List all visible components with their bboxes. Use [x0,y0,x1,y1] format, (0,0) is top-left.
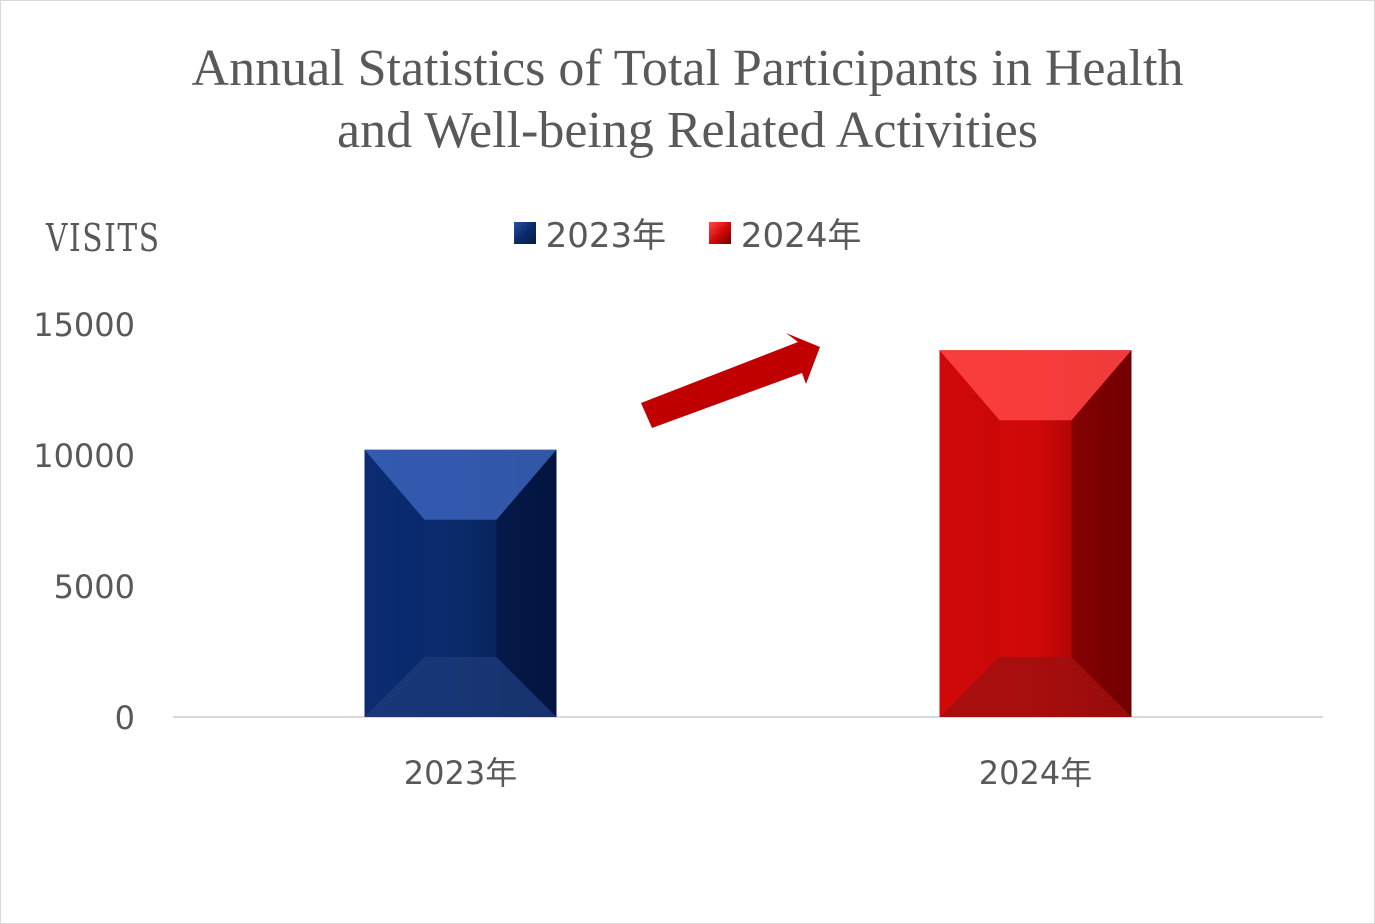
bar-bevel-top [364,449,557,520]
bar-bevel-left [364,449,425,717]
legend-swatch-2023 [513,221,536,244]
trend-arrow [641,333,820,428]
bar-bevel-right [1071,350,1132,717]
y-tick-label: 0 [115,699,135,737]
x-tick-label: 2024年 [979,754,1092,792]
chart-title-line-2: and Well-being Related Activities [336,102,1038,159]
legend-label-2024: 2024年 [740,216,862,256]
y-tick-label: 5000 [54,568,135,606]
chart-legend: 2023年 2024年 [0,208,1375,257]
legend-item-2024: 2024年 [708,208,862,257]
bar-bevel-bottom [939,657,1132,717]
legend-label-2023: 2023年 [545,216,667,256]
y-tick-label: 15000 [33,306,135,344]
chart-title: Annual Statistics of Total Participants … [100,38,1275,162]
y-tick-label: 10000 [33,437,135,475]
legend-item-2023: 2023年 [513,208,667,257]
bar-bevel-top [939,350,1132,421]
legend-swatch-2024 [708,221,731,244]
bar-2024年 [939,350,1132,717]
chart-title-line-1: Annual Statistics of Total Participants … [191,40,1184,97]
bar-bevel-right [496,449,557,717]
y-axis-label: VISITS [46,216,161,260]
x-tick-label: 2023年 [404,754,517,792]
bar-2023年 [364,449,557,717]
bar-bevel-left [939,350,1000,717]
bar-bevel-bottom [364,657,557,717]
